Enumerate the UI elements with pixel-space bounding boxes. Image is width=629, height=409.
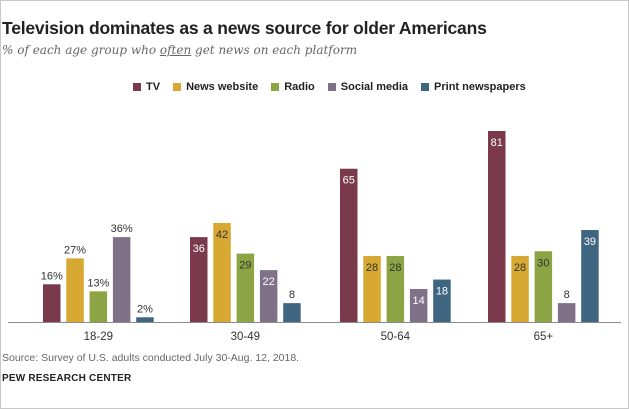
bar-news-website-18-29 xyxy=(66,258,84,322)
legend-swatch xyxy=(421,83,430,91)
data-label-radio-30-49: 29 xyxy=(239,260,251,272)
data-label-social-media-18-29: 36% xyxy=(111,223,133,235)
bar-social-media-30-49 xyxy=(259,270,278,322)
bar-print-newspapers-50-64 xyxy=(433,279,451,322)
bar-radio-18-29 xyxy=(89,291,108,322)
chart-title: Television dominates as a news source fo… xyxy=(2,18,487,38)
bar-social-media-50-64 xyxy=(409,288,428,322)
bar-tv-50-64 xyxy=(340,168,358,322)
data-label-news-website-65-: 28 xyxy=(514,262,526,274)
data-label-radio-65-: 30 xyxy=(537,257,549,269)
bar-news-website-50-64 xyxy=(363,255,381,322)
legend-swatch xyxy=(173,83,182,91)
subtitle-pre: % of each age group who xyxy=(2,43,160,57)
data-label-tv-65-: 81 xyxy=(491,137,503,149)
data-label-news-website-30-49: 42 xyxy=(216,229,228,241)
legend-item-radio: Radio xyxy=(271,81,315,93)
legend-label: Radio xyxy=(284,81,315,93)
bar-print-newspapers-30-49 xyxy=(283,303,301,322)
subtitle-emphasis: often xyxy=(159,43,192,57)
data-label-radio-18-29: 13% xyxy=(87,277,109,289)
brand-name: PEW RESEARCH CENTER xyxy=(2,373,132,384)
legend: TV News website Radio Social media Print… xyxy=(133,80,539,94)
data-label-tv-30-49: 36 xyxy=(193,243,205,255)
bar-social-media-18-29 xyxy=(112,237,131,322)
legend-item-social-media: Social media xyxy=(327,81,409,93)
legend-swatch xyxy=(327,83,336,91)
bar-social-media-65- xyxy=(557,303,576,322)
data-label-print-newspapers-50-64: 18 xyxy=(436,286,448,298)
bar-print-newspapers-18-29 xyxy=(136,317,154,322)
data-label-social-media-65-: 8 xyxy=(564,289,570,301)
legend-swatch xyxy=(133,83,141,91)
bar-radio-50-64 xyxy=(386,255,405,322)
data-label-radio-50-64: 28 xyxy=(389,262,401,274)
legend-label: Print newspapers xyxy=(434,81,526,93)
data-label-tv-50-64: 65 xyxy=(343,175,355,187)
data-label-social-media-30-49: 22 xyxy=(263,276,275,288)
data-label-print-newspapers-65-: 39 xyxy=(584,236,596,248)
legend-swatch xyxy=(271,83,280,91)
bar-radio-30-49 xyxy=(236,253,255,322)
bar-radio-65- xyxy=(534,251,553,322)
bar-news-website-30-49 xyxy=(213,222,231,322)
data-label-tv-18-29: 16% xyxy=(41,270,63,282)
data-label-print-newspapers-30-49: 8 xyxy=(289,289,295,301)
bar-news-website-65- xyxy=(511,255,529,322)
legend-item-print-newspapers: Print newspapers xyxy=(421,81,526,93)
legend-item-tv: TV xyxy=(133,81,160,93)
bar-tv-30-49 xyxy=(190,237,208,322)
x-tick-label-30-49: 30-49 xyxy=(231,331,260,343)
data-label-news-website-50-64: 28 xyxy=(366,262,378,274)
legend-label: Social media xyxy=(340,81,409,93)
data-label-news-website-18-29: 27% xyxy=(64,244,86,256)
x-tick-label-65-: 65+ xyxy=(534,331,554,343)
data-label-print-newspapers-18-29: 2% xyxy=(137,303,153,315)
legend-label: TV xyxy=(146,81,161,93)
bar-tv-18-29 xyxy=(43,284,61,322)
x-tick-label-50-64: 50-64 xyxy=(381,331,411,343)
bar-print-newspapers-65- xyxy=(581,230,599,322)
legend-item-news-website: News website xyxy=(173,81,258,93)
data-label-social-media-50-64: 14 xyxy=(413,295,425,307)
source-note: Source: Survey of U.S. adults conducted … xyxy=(2,352,300,364)
x-tick-label-18-29: 18-29 xyxy=(84,331,113,343)
bar-tv-65- xyxy=(488,131,506,322)
legend-label: News website xyxy=(186,81,259,93)
chart-subtitle: % of each age group who often get news o… xyxy=(2,43,357,57)
subtitle-post: get news on each platform xyxy=(191,43,358,57)
